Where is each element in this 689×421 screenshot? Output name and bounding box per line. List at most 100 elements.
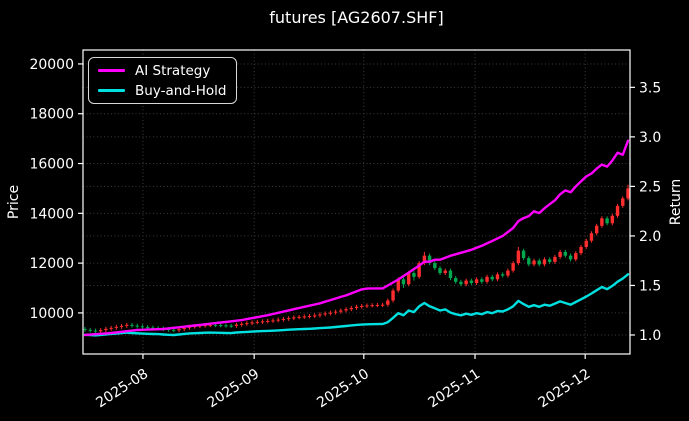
candle xyxy=(386,298,390,307)
candle-body xyxy=(349,307,353,310)
candle-body xyxy=(474,279,479,284)
candle xyxy=(615,203,620,218)
candle-body xyxy=(610,215,615,224)
candle xyxy=(104,326,108,333)
candle-body xyxy=(177,329,181,331)
candle-body xyxy=(292,317,296,319)
candle xyxy=(558,249,562,259)
candle-body xyxy=(125,324,129,326)
candle xyxy=(506,268,510,278)
candle xyxy=(563,249,568,258)
x-tick-label: 2025-10 xyxy=(314,366,372,411)
candle-body xyxy=(579,246,583,254)
candle-body xyxy=(511,263,515,271)
return-tick-label: 3.0 xyxy=(639,130,661,146)
candle-body xyxy=(119,325,124,327)
candle xyxy=(375,302,380,308)
candle-body xyxy=(172,329,176,331)
candle-body xyxy=(574,253,578,260)
candle xyxy=(109,325,113,331)
candle xyxy=(438,266,442,276)
candle-body xyxy=(464,280,468,285)
candle xyxy=(454,276,458,284)
candle-body xyxy=(354,306,359,308)
candle-body xyxy=(271,320,275,322)
return-tick-label: 3.5 xyxy=(639,80,661,96)
candle xyxy=(584,238,588,249)
candle-body xyxy=(245,323,249,325)
candle xyxy=(485,274,489,284)
candle-body xyxy=(140,326,145,328)
candle-body xyxy=(109,327,113,329)
candle-body xyxy=(537,260,541,265)
candle xyxy=(464,278,468,287)
candle-body xyxy=(558,251,562,257)
candle xyxy=(605,216,609,226)
legend-item-buy-and-hold: Buy-and-Hold xyxy=(98,83,227,99)
candle xyxy=(339,308,343,314)
legend-label-buy-and-hold: Buy-and-Hold xyxy=(135,82,227,99)
candle xyxy=(532,258,536,267)
candle xyxy=(234,322,239,328)
candle-body xyxy=(229,325,233,327)
candle-body xyxy=(286,318,291,320)
candle-body xyxy=(459,281,463,285)
candle-body xyxy=(323,313,327,315)
candle xyxy=(443,268,447,276)
legend-item-ai-strategy: AI Strategy xyxy=(98,63,227,79)
candle xyxy=(229,323,233,328)
candle-body xyxy=(563,251,568,256)
candle xyxy=(480,277,484,284)
candle-body xyxy=(480,279,484,282)
candle xyxy=(459,279,463,287)
price-tick-label: 16000 xyxy=(29,157,74,173)
candle xyxy=(354,304,359,310)
candle xyxy=(579,244,583,256)
candle xyxy=(391,288,395,303)
candle-body xyxy=(396,279,400,291)
candle-body xyxy=(516,250,521,264)
return-axis-label: Return xyxy=(668,178,684,226)
x-tick-label: 2025-11 xyxy=(425,366,483,411)
candle xyxy=(292,315,296,321)
candle xyxy=(344,307,348,313)
candle-body xyxy=(93,330,98,332)
candle-body xyxy=(589,233,594,241)
candle-body xyxy=(224,325,228,327)
candle xyxy=(125,322,129,328)
return-tick-label: 1.0 xyxy=(639,328,661,344)
candle-body xyxy=(365,305,369,307)
candle-body xyxy=(182,327,186,330)
candle-body xyxy=(344,309,348,311)
candle-body xyxy=(328,312,333,314)
candle-body xyxy=(594,225,599,234)
candle-body xyxy=(401,279,406,285)
candle-body xyxy=(621,198,625,206)
candle xyxy=(527,256,531,267)
candle-body xyxy=(521,250,526,259)
candle xyxy=(307,313,312,319)
price-tick-label: 10000 xyxy=(29,306,74,322)
candle-body xyxy=(266,320,270,322)
candle-body xyxy=(547,259,552,262)
candle xyxy=(547,257,552,264)
candle-body xyxy=(219,325,223,327)
candle-body xyxy=(584,240,588,247)
legend-label-ai-strategy: AI Strategy xyxy=(135,62,211,79)
candle-body xyxy=(553,256,557,262)
candle xyxy=(83,327,87,332)
candle xyxy=(401,277,406,289)
return-tick-label: 2.0 xyxy=(639,229,661,245)
chart-title: futures [AG2607.SHF] xyxy=(269,8,444,27)
candle xyxy=(219,323,223,328)
candle-body xyxy=(542,259,547,265)
candle xyxy=(417,261,421,279)
candle xyxy=(250,320,254,326)
candle-body xyxy=(313,315,317,317)
candle xyxy=(130,322,134,328)
candle xyxy=(255,319,259,325)
candle-body xyxy=(417,263,421,277)
candle-body xyxy=(506,270,510,276)
candle xyxy=(574,251,578,262)
